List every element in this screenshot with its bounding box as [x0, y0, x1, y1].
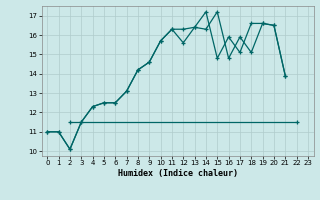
X-axis label: Humidex (Indice chaleur): Humidex (Indice chaleur) [118, 169, 237, 178]
